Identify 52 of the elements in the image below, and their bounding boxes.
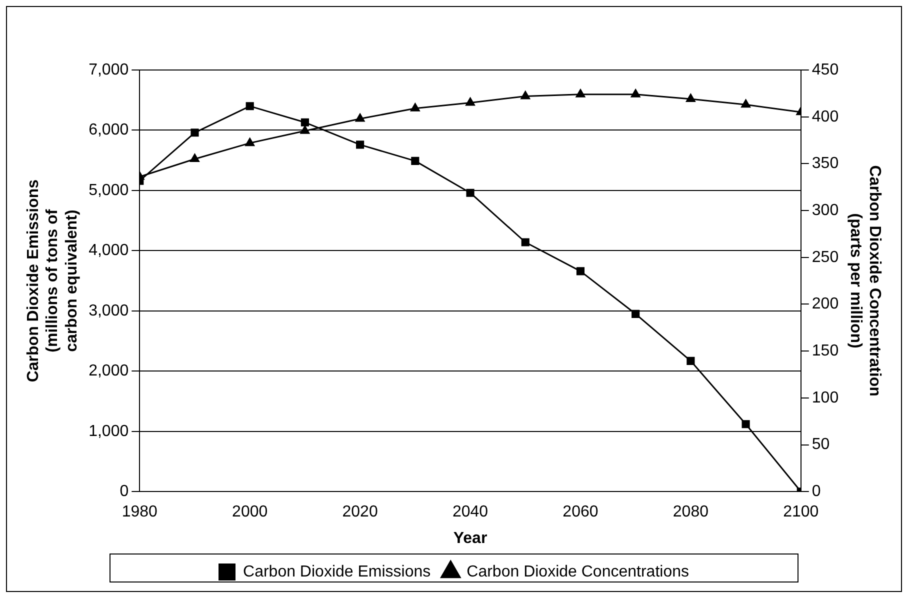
x-axis-title: Year [453, 530, 488, 547]
x-tick-label: 2100 [783, 504, 819, 521]
point [411, 156, 420, 165]
y-tick-label: 3,000 [88, 302, 129, 320]
point [576, 267, 585, 276]
point [630, 88, 640, 98]
legend-label: Carbon Dioxide Emissions [243, 563, 431, 580]
x-tick-label: 2060 [562, 504, 598, 521]
point [686, 94, 696, 102]
y-tick-label: 1,000 [88, 422, 129, 440]
y-tick-label: 7,000 [88, 61, 129, 78]
y-axis-title: Carbon Dioxide Emissions (millions of tons of carbon equivalent) [25, 179, 80, 382]
y-tick-label: 2,000 [88, 362, 129, 380]
point [245, 138, 255, 146]
y2-tick-label: 300 [812, 202, 839, 219]
point [300, 125, 310, 134]
y2-tick-label: 450 [812, 61, 839, 78]
x-tick-label: 2000 [232, 504, 268, 521]
y2-tick-label: 50 [812, 436, 830, 454]
y-tick-label: 0 [120, 483, 129, 500]
y-tick-label: 4,000 [88, 242, 129, 260]
point [465, 97, 476, 106]
point [410, 102, 420, 112]
y-tick-label: 6,000 [88, 122, 129, 139]
point [190, 154, 200, 162]
y2-tick-label: 400 [812, 108, 839, 126]
y2-tick-label: 200 [812, 296, 839, 313]
point [686, 356, 695, 365]
point [356, 140, 364, 149]
y2-tick-label: 150 [812, 342, 839, 360]
y2-tick-label: 350 [812, 155, 839, 172]
point [521, 238, 530, 246]
point [355, 113, 365, 122]
y2-tick-label: 100 [812, 389, 839, 406]
point [576, 88, 586, 98]
point [466, 188, 474, 197]
point [300, 118, 309, 126]
point [190, 128, 199, 137]
y2-tick-label: 0 [812, 483, 821, 500]
x-tick-label: 1980 [122, 504, 158, 521]
point [632, 310, 640, 318]
y2-tick-label: 250 [812, 248, 839, 266]
x-tick-label: 2020 [342, 504, 378, 521]
x-tick-label: 2040 [452, 504, 488, 521]
point [742, 420, 750, 428]
point [740, 99, 751, 108]
point [520, 90, 530, 100]
y-tick-label: 5,000 [88, 182, 129, 199]
y2-axis-title: Carbon Dioxide Concentration (parts per million) [846, 165, 883, 396]
legend-label: Carbon Dioxide Concentrations [466, 563, 689, 580]
x-tick-label: 2080 [672, 504, 709, 521]
point [246, 102, 254, 110]
